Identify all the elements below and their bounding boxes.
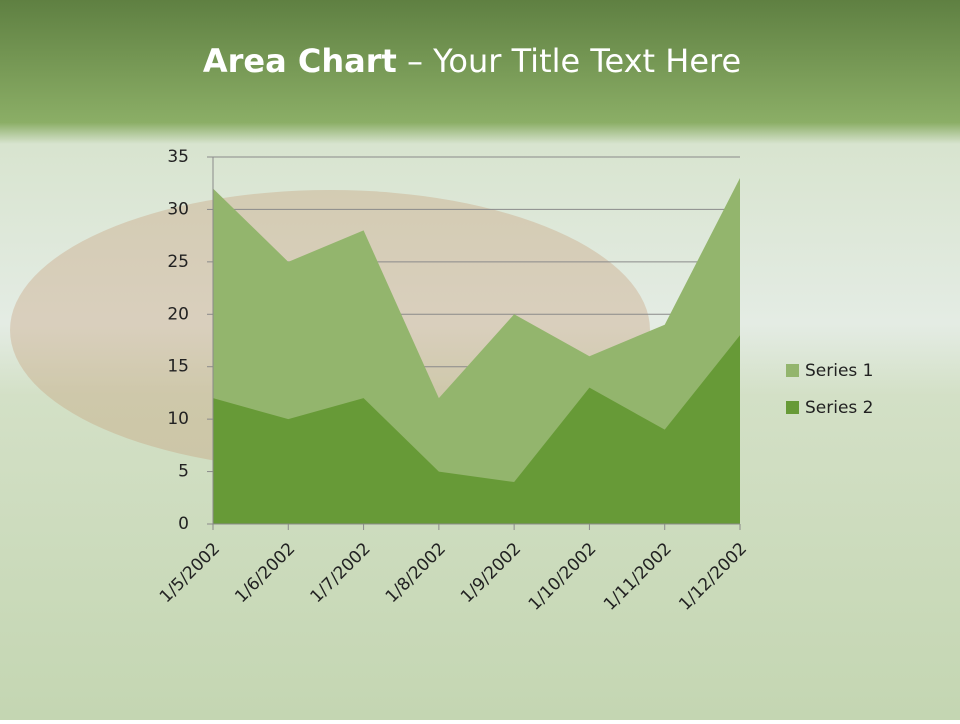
chart-title: Area Chart – Your Title Text Here: [203, 42, 741, 80]
y-tick-label: 35: [167, 147, 189, 167]
y-tick-label: 5: [178, 462, 189, 482]
title-rest: – Your Title Text Here: [407, 42, 741, 80]
y-tick-label: 0: [178, 514, 189, 534]
legend-label: Series 1: [805, 361, 874, 381]
y-tick-label: 10: [167, 409, 189, 429]
area: [213, 335, 740, 524]
legend-label: Series 2: [805, 398, 874, 418]
y-tick-label: 15: [167, 357, 189, 377]
y-tick-label: 30: [167, 199, 189, 219]
legend-swatch: [786, 401, 799, 414]
legend-swatch: [786, 364, 799, 377]
y-tick-label: 20: [167, 304, 189, 324]
title-bold: Area Chart: [203, 42, 397, 80]
y-tick-label: 25: [167, 252, 189, 272]
